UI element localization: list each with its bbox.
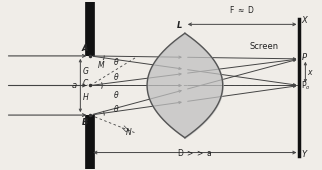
Text: N: N bbox=[126, 128, 132, 137]
Text: P: P bbox=[301, 53, 307, 62]
Text: $\theta$: $\theta$ bbox=[113, 71, 119, 82]
Text: M: M bbox=[98, 61, 105, 70]
Text: B: B bbox=[82, 118, 88, 127]
Text: L: L bbox=[177, 21, 183, 30]
Text: D $>>$ a: D $>>$ a bbox=[177, 147, 213, 158]
Text: F $\approx$ D: F $\approx$ D bbox=[229, 4, 255, 14]
Text: Y: Y bbox=[301, 150, 307, 159]
Text: G: G bbox=[82, 67, 88, 76]
Text: a: a bbox=[72, 81, 77, 90]
Text: Screen: Screen bbox=[250, 41, 279, 50]
Text: $\theta$: $\theta$ bbox=[113, 89, 119, 100]
Text: $\theta$: $\theta$ bbox=[113, 103, 119, 114]
Text: H: H bbox=[82, 93, 88, 102]
Text: P$_o$: P$_o$ bbox=[301, 79, 311, 92]
Text: C: C bbox=[83, 79, 88, 88]
Text: x: x bbox=[308, 68, 312, 77]
Text: $\theta$: $\theta$ bbox=[113, 56, 119, 67]
Text: X: X bbox=[301, 16, 307, 26]
Text: A: A bbox=[82, 44, 88, 53]
